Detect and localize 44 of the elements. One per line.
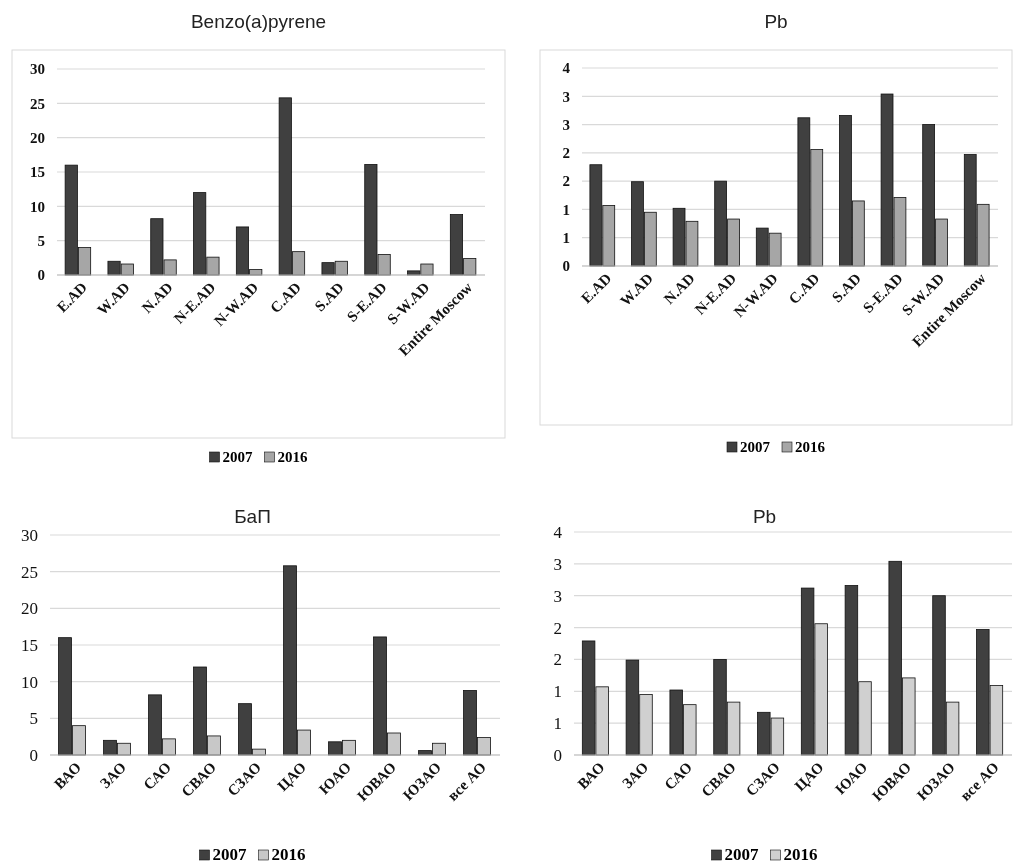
chart-title: Pb — [752, 506, 777, 527]
chart-title: Pb — [764, 11, 788, 32]
legend-label: 2007 — [724, 845, 759, 864]
y-tick-label: 20 — [30, 129, 45, 146]
legend-label: 2007 — [222, 449, 253, 465]
x-tick-label: все АО — [444, 759, 490, 804]
y-tick-label: 2 — [562, 173, 570, 190]
y-tick-label: 20 — [21, 599, 38, 619]
y-tick-label: 4 — [562, 60, 571, 77]
y-tick-label: 1 — [553, 714, 562, 734]
y-tick-label: 0 — [29, 745, 38, 765]
y-tick-label: 2 — [553, 618, 562, 638]
y-tick-label: 1 — [553, 682, 562, 702]
legend-label: 2007 — [212, 845, 247, 864]
y-tick-label: 3 — [562, 116, 570, 133]
y-tick-label: 10 — [30, 198, 45, 215]
y-tick-label: 25 — [21, 562, 38, 582]
y-tick-label: 5 — [29, 709, 38, 729]
y-tick-label: 3 — [562, 88, 570, 105]
legend-label: 2016 — [271, 845, 306, 864]
y-tick-label: 1 — [562, 230, 570, 247]
legend-label: 2016 — [277, 449, 308, 465]
legend-label: 2007 — [740, 439, 771, 455]
y-tick-label: 0 — [553, 745, 562, 765]
chart-title: Benzo(a)pyrene — [190, 11, 327, 32]
y-tick-label: 0 — [562, 258, 570, 275]
y-tick-label: 15 — [21, 635, 38, 655]
y-tick-label: 30 — [21, 525, 38, 545]
y-tick-label: 3 — [553, 554, 562, 574]
x-tick-label: все АО — [957, 759, 1002, 804]
y-tick-label: 15 — [30, 164, 45, 181]
y-tick-label: 2 — [553, 650, 562, 670]
y-tick-label: 1 — [562, 201, 570, 218]
chart-title: БаП — [234, 506, 271, 527]
y-tick-label: 10 — [21, 672, 38, 692]
legend-label: 2016 — [795, 439, 826, 455]
y-tick-label: 2 — [562, 145, 570, 162]
y-tick-label: 3 — [553, 586, 562, 606]
y-tick-label: 30 — [30, 61, 45, 78]
legend-label: 2016 — [783, 845, 818, 864]
y-tick-label: 5 — [37, 232, 45, 249]
y-tick-label: 25 — [30, 95, 45, 112]
y-tick-label: 4 — [553, 522, 563, 542]
y-tick-label: 0 — [37, 267, 45, 284]
